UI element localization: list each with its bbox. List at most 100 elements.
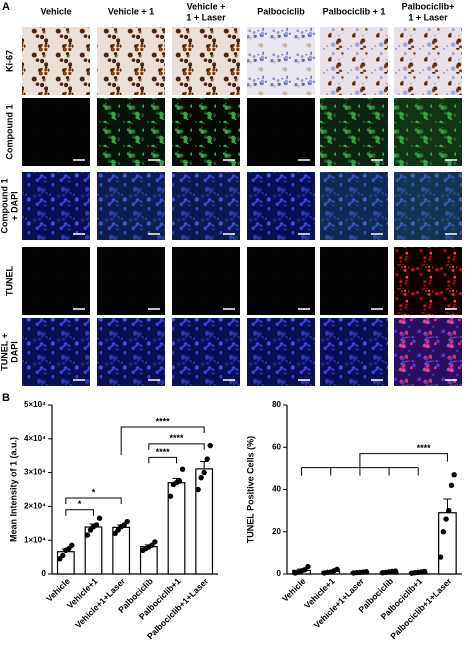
data-point bbox=[305, 563, 311, 570]
micrograph bbox=[22, 98, 90, 166]
micrograph bbox=[172, 27, 240, 95]
column-header: Palbociclib+ bbox=[402, 1, 455, 11]
significance-bracket bbox=[120, 426, 205, 455]
micrograph-tint bbox=[320, 98, 388, 166]
micrograph bbox=[22, 172, 90, 240]
bar bbox=[56, 551, 75, 575]
data-point bbox=[437, 554, 444, 560]
data-point bbox=[443, 516, 449, 522]
micrograph bbox=[22, 247, 90, 315]
data-point bbox=[152, 539, 158, 545]
micrograph bbox=[394, 98, 462, 166]
data-point bbox=[201, 469, 207, 476]
data-point bbox=[93, 522, 100, 528]
data-point bbox=[392, 568, 399, 574]
micrograph-tint bbox=[172, 98, 240, 166]
micrograph bbox=[172, 172, 240, 240]
micrograph bbox=[320, 27, 388, 95]
significance-bracket bbox=[65, 497, 122, 504]
y-tick-label: 3×10⁴ bbox=[24, 468, 46, 477]
row-label: Compound 1 bbox=[0, 179, 9, 234]
data-point bbox=[440, 529, 447, 535]
micrograph bbox=[394, 172, 462, 240]
micrograph bbox=[247, 172, 315, 240]
micrograph bbox=[172, 247, 240, 315]
panel-label: A bbox=[2, 1, 10, 13]
data-point bbox=[204, 456, 210, 462]
y-tick-label: 1×10⁴ bbox=[24, 535, 46, 544]
significance-bracket bbox=[301, 453, 448, 476]
micrograph bbox=[22, 318, 90, 386]
micrograph bbox=[320, 247, 388, 315]
y-tick-label: 40 bbox=[272, 485, 281, 494]
significance-label: **** bbox=[169, 433, 184, 443]
data-point bbox=[448, 482, 455, 488]
micrograph-tint bbox=[97, 172, 165, 240]
x-tick-label: Vehicle+1+Laser bbox=[312, 575, 367, 630]
y-tick-label: 4×10⁴ bbox=[24, 434, 46, 443]
micrograph-tint bbox=[320, 172, 388, 240]
micrograph bbox=[247, 247, 315, 315]
data-point bbox=[195, 486, 201, 493]
column-header: Vehicle + bbox=[187, 1, 226, 11]
micrograph bbox=[320, 318, 388, 386]
micrograph bbox=[97, 318, 165, 386]
micrograph bbox=[394, 318, 462, 386]
column-header: Vehicle bbox=[40, 6, 71, 16]
data-point bbox=[84, 532, 91, 538]
micrograph bbox=[247, 98, 315, 166]
micrograph bbox=[394, 27, 462, 95]
micrograph-tint bbox=[394, 98, 462, 166]
micrograph bbox=[97, 98, 165, 166]
y-tick-label: 5×10⁴ bbox=[24, 400, 46, 409]
y-axis-title: Mean Intensity of 1 (a.u.) bbox=[8, 437, 18, 542]
data-point bbox=[124, 518, 130, 525]
data-point bbox=[96, 515, 103, 521]
row-label: DAPI bbox=[9, 341, 19, 363]
row-label: + DAPI bbox=[9, 191, 19, 220]
x-tick-label: Vehicle+1+Laser bbox=[73, 575, 128, 630]
micrograph bbox=[22, 27, 90, 95]
significance-label: **** bbox=[156, 447, 171, 457]
y-tick-label: 20 bbox=[272, 527, 281, 536]
data-point bbox=[207, 442, 213, 449]
micrograph bbox=[320, 98, 388, 166]
data-point bbox=[451, 472, 457, 478]
data-point bbox=[198, 474, 204, 481]
data-point bbox=[179, 466, 186, 472]
column-header: Vehicle + 1 bbox=[108, 6, 154, 16]
significance-bracket bbox=[148, 443, 205, 450]
bar bbox=[438, 512, 457, 575]
micrograph bbox=[172, 98, 240, 166]
x-tick-label: Vehicle bbox=[280, 576, 308, 604]
data-point bbox=[334, 566, 340, 573]
data-point bbox=[176, 478, 183, 484]
significance-bracket bbox=[148, 456, 177, 464]
significance-label: * bbox=[92, 487, 96, 497]
y-tick-label: 2×10⁴ bbox=[24, 502, 46, 511]
micrograph bbox=[320, 172, 388, 240]
error-bar bbox=[200, 460, 209, 469]
data-point bbox=[167, 493, 174, 499]
significance-label: * bbox=[78, 499, 82, 509]
column-header: Palbociclib + 1 bbox=[323, 6, 386, 16]
row-label: TUNEL + bbox=[0, 333, 9, 371]
micrograph bbox=[247, 27, 315, 95]
data-point bbox=[69, 542, 75, 548]
column-header: Palbociclib bbox=[257, 6, 305, 16]
panel-label: B bbox=[2, 392, 10, 404]
data-point bbox=[446, 507, 452, 514]
data-point bbox=[60, 552, 66, 559]
data-point bbox=[421, 568, 428, 575]
data-point bbox=[363, 568, 369, 575]
significance-label: **** bbox=[156, 416, 171, 426]
micrograph-tint bbox=[172, 172, 240, 240]
y-tick-label: 0 bbox=[277, 569, 282, 578]
micrograph bbox=[97, 172, 165, 240]
micrograph bbox=[172, 318, 240, 386]
row-label: TUNEL bbox=[4, 266, 14, 296]
micrograph bbox=[247, 318, 315, 386]
column-header: 1 + Laser bbox=[186, 12, 226, 22]
y-tick-label: 0 bbox=[42, 569, 47, 578]
